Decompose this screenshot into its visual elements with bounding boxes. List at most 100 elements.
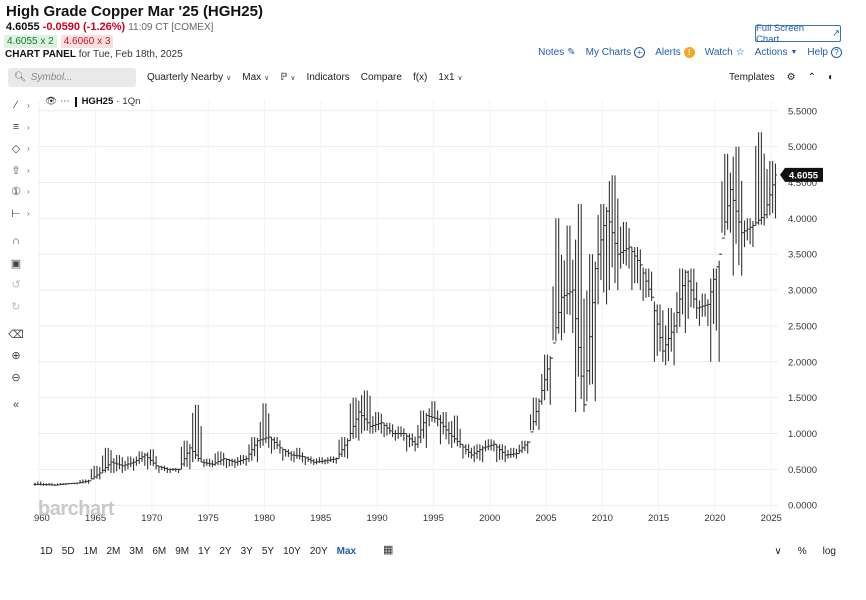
range-6m-button[interactable]: 6M [152,545,167,557]
alerts-link[interactable]: Alerts ! [655,47,695,58]
chevron-down-icon: ∨ [226,74,232,82]
range-dropdown[interactable]: Max ∨ [242,72,269,83]
log-toggle[interactable]: log [822,545,836,557]
collapse-sidebar-button[interactable]: « [8,397,38,413]
lock-tool[interactable]: ▣ [8,255,38,271]
fibonacci-icon: ≡ [12,121,20,133]
draw-line-tool[interactable]: ∕ › [8,97,38,113]
collapse-up-icon[interactable]: ⌃ [807,72,816,83]
scroll-down-icon[interactable]: ∨ [774,545,782,557]
settings-gear-icon[interactable]: ⚙ [786,72,796,83]
last-price-label: 4.6055 [789,170,819,181]
range-2m-button[interactable]: 2M [106,545,121,557]
legend-separator: · [116,96,120,107]
layout-dropdown[interactable]: 1x1 ∨ [438,72,462,83]
expand-arrow-icon: › [27,208,30,218]
range-3m-button[interactable]: 3M [129,545,144,557]
range-5d-button[interactable]: 5D [61,545,75,557]
percent-toggle[interactable]: % [797,545,807,557]
x-tick-label: 1970 [141,513,162,522]
watch-link[interactable]: Watch ☆ [705,47,745,58]
compare-button[interactable]: Compare [360,72,402,83]
x-tick-label: 1980 [254,513,275,522]
zoom-in-tool[interactable]: ⊕ [8,347,38,363]
notes-label: Notes [538,47,565,58]
lock-icon: ▣ [10,257,22,270]
undo-tool[interactable]: ↺ [8,276,38,292]
actions-label: Actions [754,47,788,58]
annotation-icon: ① [11,185,21,198]
fx-button[interactable]: f(x) [412,72,428,83]
y-tick-label: 1.0000 [788,429,817,440]
range-1d-button[interactable]: 1D [40,545,53,557]
calendar-icon[interactable]: ▦ [383,544,394,556]
full-screen-chart-button[interactable]: Full Screen Chart ↗ [755,23,841,45]
quote-time: 11:09 CT [COMEX] [128,22,214,33]
ask-badge: 4.6060 x 3 [60,35,114,48]
y-tick-label: 5.5000 [788,106,817,117]
my-charts-link[interactable]: My Charts + [586,47,646,58]
expand-arrow-icon: › [27,100,30,110]
draw-line-icon: ∕ [15,99,17,111]
x-tick-label: 2005 [535,513,556,522]
y-tick-label: 2.5000 [788,321,817,332]
bid-badge: 4.6055 x 2 [4,35,57,48]
eye-icon[interactable]: 👁︎ [45,96,58,107]
notes-link[interactable]: Notes ✎ [538,47,576,58]
redo-icon: ↻ [11,300,21,313]
range-1y-button[interactable]: 1Y [198,545,211,557]
alert-icon: ! [683,47,695,58]
range-9m-button[interactable]: 9M [175,545,190,557]
question-icon: ? [831,47,842,58]
caret-down-icon: ▼ [790,49,798,56]
templates-button[interactable]: Templates [729,72,775,83]
range-5y-button[interactable]: 5Y [261,545,275,557]
annotation-tool[interactable]: ① › [8,183,38,199]
y-tick-label: 1.5000 [788,393,817,404]
arrow-tool[interactable]: ⇧ › [8,162,38,178]
delete-tool[interactable]: ⌫ [8,326,38,342]
range-max-button[interactable]: Max [336,545,357,557]
y-tick-label: 4.0000 [788,214,817,225]
time-range-bar: 1D 5D 1M 2M 3M 6M 9M 1Y 2Y 3Y 5Y 10Y 20Y Max [40,543,365,559]
actions-menu[interactable]: Actions ▼ [755,47,798,58]
fibonacci-tool[interactable]: ≡ › [8,119,38,135]
range-10y-button[interactable]: 10Y [283,545,301,557]
symbol-search-input[interactable]: 🔍︎ Symbol... [8,68,136,87]
alerts-label: Alerts [655,47,681,58]
help-link[interactable]: Help ? [807,47,842,58]
legend-interval: 1Qn [122,96,141,107]
range-20y-button[interactable]: 20Y [309,545,328,557]
magnet-tool[interactable]: ∩ [8,233,38,249]
series-color-marker [74,96,77,107]
dark-mode-icon[interactable]: ◐ [827,72,834,83]
redo-tool[interactable]: ↻ [8,298,38,314]
price-chart[interactable]: 0.0000 0.5000 1.0000 1.5000 2.0000 2.5000 3.00… [33,92,841,522]
zoom-in-icon: ⊕ [11,349,21,362]
range-2y-button[interactable]: 2Y [219,545,232,557]
y-tick-label: 0.0000 [788,501,817,512]
more-dots-icon[interactable]: ⋯ [60,96,70,107]
measure-tool[interactable]: ⊢ › [8,205,38,221]
indicators-button[interactable]: Indicators [306,72,350,83]
period-dropdown[interactable]: Quarterly Nearby ∨ [147,72,231,83]
y-tick-label: 2.0000 [788,357,817,368]
zoom-out-tool[interactable]: ⊖ [8,369,38,385]
undo-icon: ↺ [11,278,21,291]
ohlc-bars-icon: ℙ [280,72,288,83]
chart-toolbar: 🔍︎ Symbol... Quarterly Nearby ∨ Max ∨ ℙ … [8,66,842,89]
shapes-tool[interactable]: ◇ › [8,140,38,156]
range-3y-button[interactable]: 3Y [240,545,253,557]
measure-icon: ⊢ [11,207,21,220]
range-1m-button[interactable]: 1M [83,545,98,557]
plus-circle-icon: + [634,47,646,58]
search-icon: 🔍︎ [14,72,27,83]
panel-title: CHART PANEL [5,49,76,60]
barchart-watermark-logo: barchart [38,498,115,520]
y-tick-label: 3.0000 [788,286,817,297]
search-placeholder: Symbol... [30,72,73,83]
x-tick-label: 1960 [33,513,50,522]
instrument-title: High Grade Copper Mar '25 (HGH25) [6,3,263,20]
chart-type-dropdown[interactable]: ℙ ∨ [280,72,295,83]
chevron-down-icon: ∨ [290,74,296,82]
